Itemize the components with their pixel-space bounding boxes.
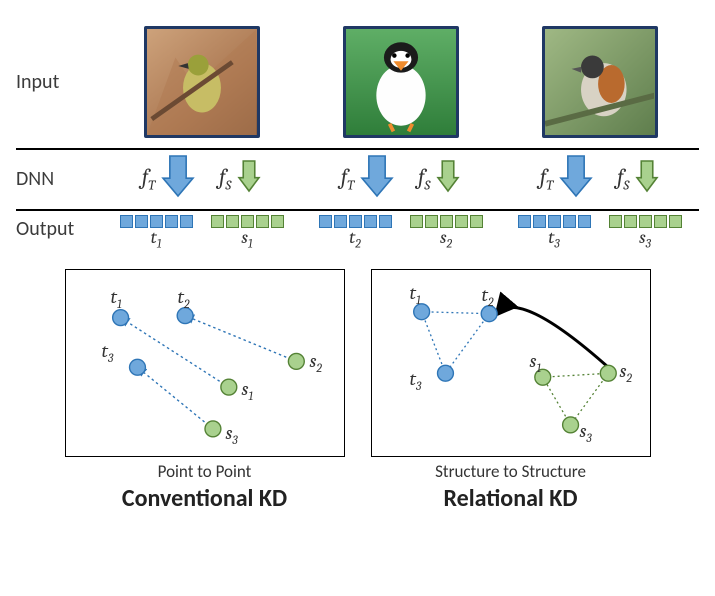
output-label: Output	[16, 215, 102, 241]
node-label: t1	[410, 282, 421, 307]
node-label: t2	[482, 284, 494, 309]
dnn-row: DNN fT fS fT fS fT fS	[16, 154, 699, 203]
output-vector: t3	[518, 215, 591, 251]
node-label: s2	[310, 350, 322, 375]
teacher-arrow-icon	[559, 154, 593, 203]
student-arrow-icon	[635, 159, 659, 198]
vector-label: t3	[548, 227, 559, 251]
teacher-arrow-icon	[161, 154, 195, 203]
bird-icon	[346, 29, 456, 135]
panel-left-subtitle: Point to Point	[65, 461, 345, 482]
vector-label: s3	[639, 227, 651, 251]
dnn-cell: fT fS	[500, 154, 699, 203]
bird-icon	[147, 29, 257, 135]
teacher-arrow-icon	[360, 154, 394, 203]
input-row: Input	[16, 26, 699, 138]
vector-label: s1	[241, 227, 252, 251]
dnn-cells: fT fS fT fS fT fS	[102, 154, 699, 203]
output-vector: s1	[211, 215, 284, 251]
fn-teacher: fT	[540, 164, 553, 193]
fn-student: fS	[418, 164, 430, 193]
output-cell: t2 s2	[301, 215, 500, 251]
panels: t1 t2 t3 s1 s2 s3 Point to Point Conventional…	[16, 269, 699, 513]
node-label: t3	[102, 340, 114, 365]
fn-teacher: fT	[341, 164, 354, 193]
output-vector: s3	[609, 215, 682, 251]
output-cell: t1 s1	[102, 215, 301, 251]
output-vector: s2	[410, 215, 483, 251]
node-label: s1	[242, 378, 254, 403]
node-label: s1	[530, 350, 542, 375]
bird-icon	[545, 29, 655, 135]
node-label: s3	[226, 422, 238, 447]
fn-student: fS	[617, 164, 629, 193]
divider-1	[16, 148, 699, 150]
input-images	[102, 26, 699, 138]
dnn-cell: fT fS	[301, 154, 500, 203]
output-row: Output t1 s1 t2 s2 t3 s3	[16, 215, 699, 251]
panel-left-title: Conventional KD	[65, 484, 345, 513]
fn-student: fS	[219, 164, 231, 193]
output-cell: t3 s3	[500, 215, 699, 251]
node-label: t3	[410, 368, 422, 393]
vector-label: t2	[349, 227, 361, 251]
dnn-cell: fT fS	[102, 154, 301, 203]
node-label: s2	[620, 360, 632, 385]
panel-relational: t1 t2 t3 s1 s2 s3 Structure to Structure Rela…	[371, 269, 651, 513]
input-image-1	[144, 26, 260, 138]
panel-right-box: t1 t2 t3 s1 s2 s3	[371, 269, 651, 457]
output-vector: t2	[319, 215, 392, 251]
input-label: Input	[16, 70, 102, 94]
node-label: t2	[178, 286, 190, 311]
dnn-label: DNN	[16, 167, 102, 191]
panel-conventional: t1 t2 t3 s1 s2 s3 Point to Point Conventional…	[65, 269, 345, 513]
student-arrow-icon	[436, 159, 460, 198]
fn-teacher: fT	[142, 164, 155, 193]
panel-right-title: Relational KD	[371, 484, 651, 513]
panel-right-subtitle: Structure to Structure	[371, 461, 651, 482]
vector-label: s2	[440, 227, 452, 251]
student-arrow-icon	[237, 159, 261, 198]
node-label: t1	[111, 286, 122, 311]
panel-left-box: t1 t2 t3 s1 s2 s3	[65, 269, 345, 457]
input-image-3	[542, 26, 658, 138]
vector-label: t1	[151, 227, 162, 251]
output-cells: t1 s1 t2 s2 t3 s3	[102, 215, 699, 251]
node-label: s3	[580, 420, 592, 445]
output-vector: t1	[120, 215, 193, 251]
input-image-2	[343, 26, 459, 138]
divider-2	[16, 209, 699, 211]
